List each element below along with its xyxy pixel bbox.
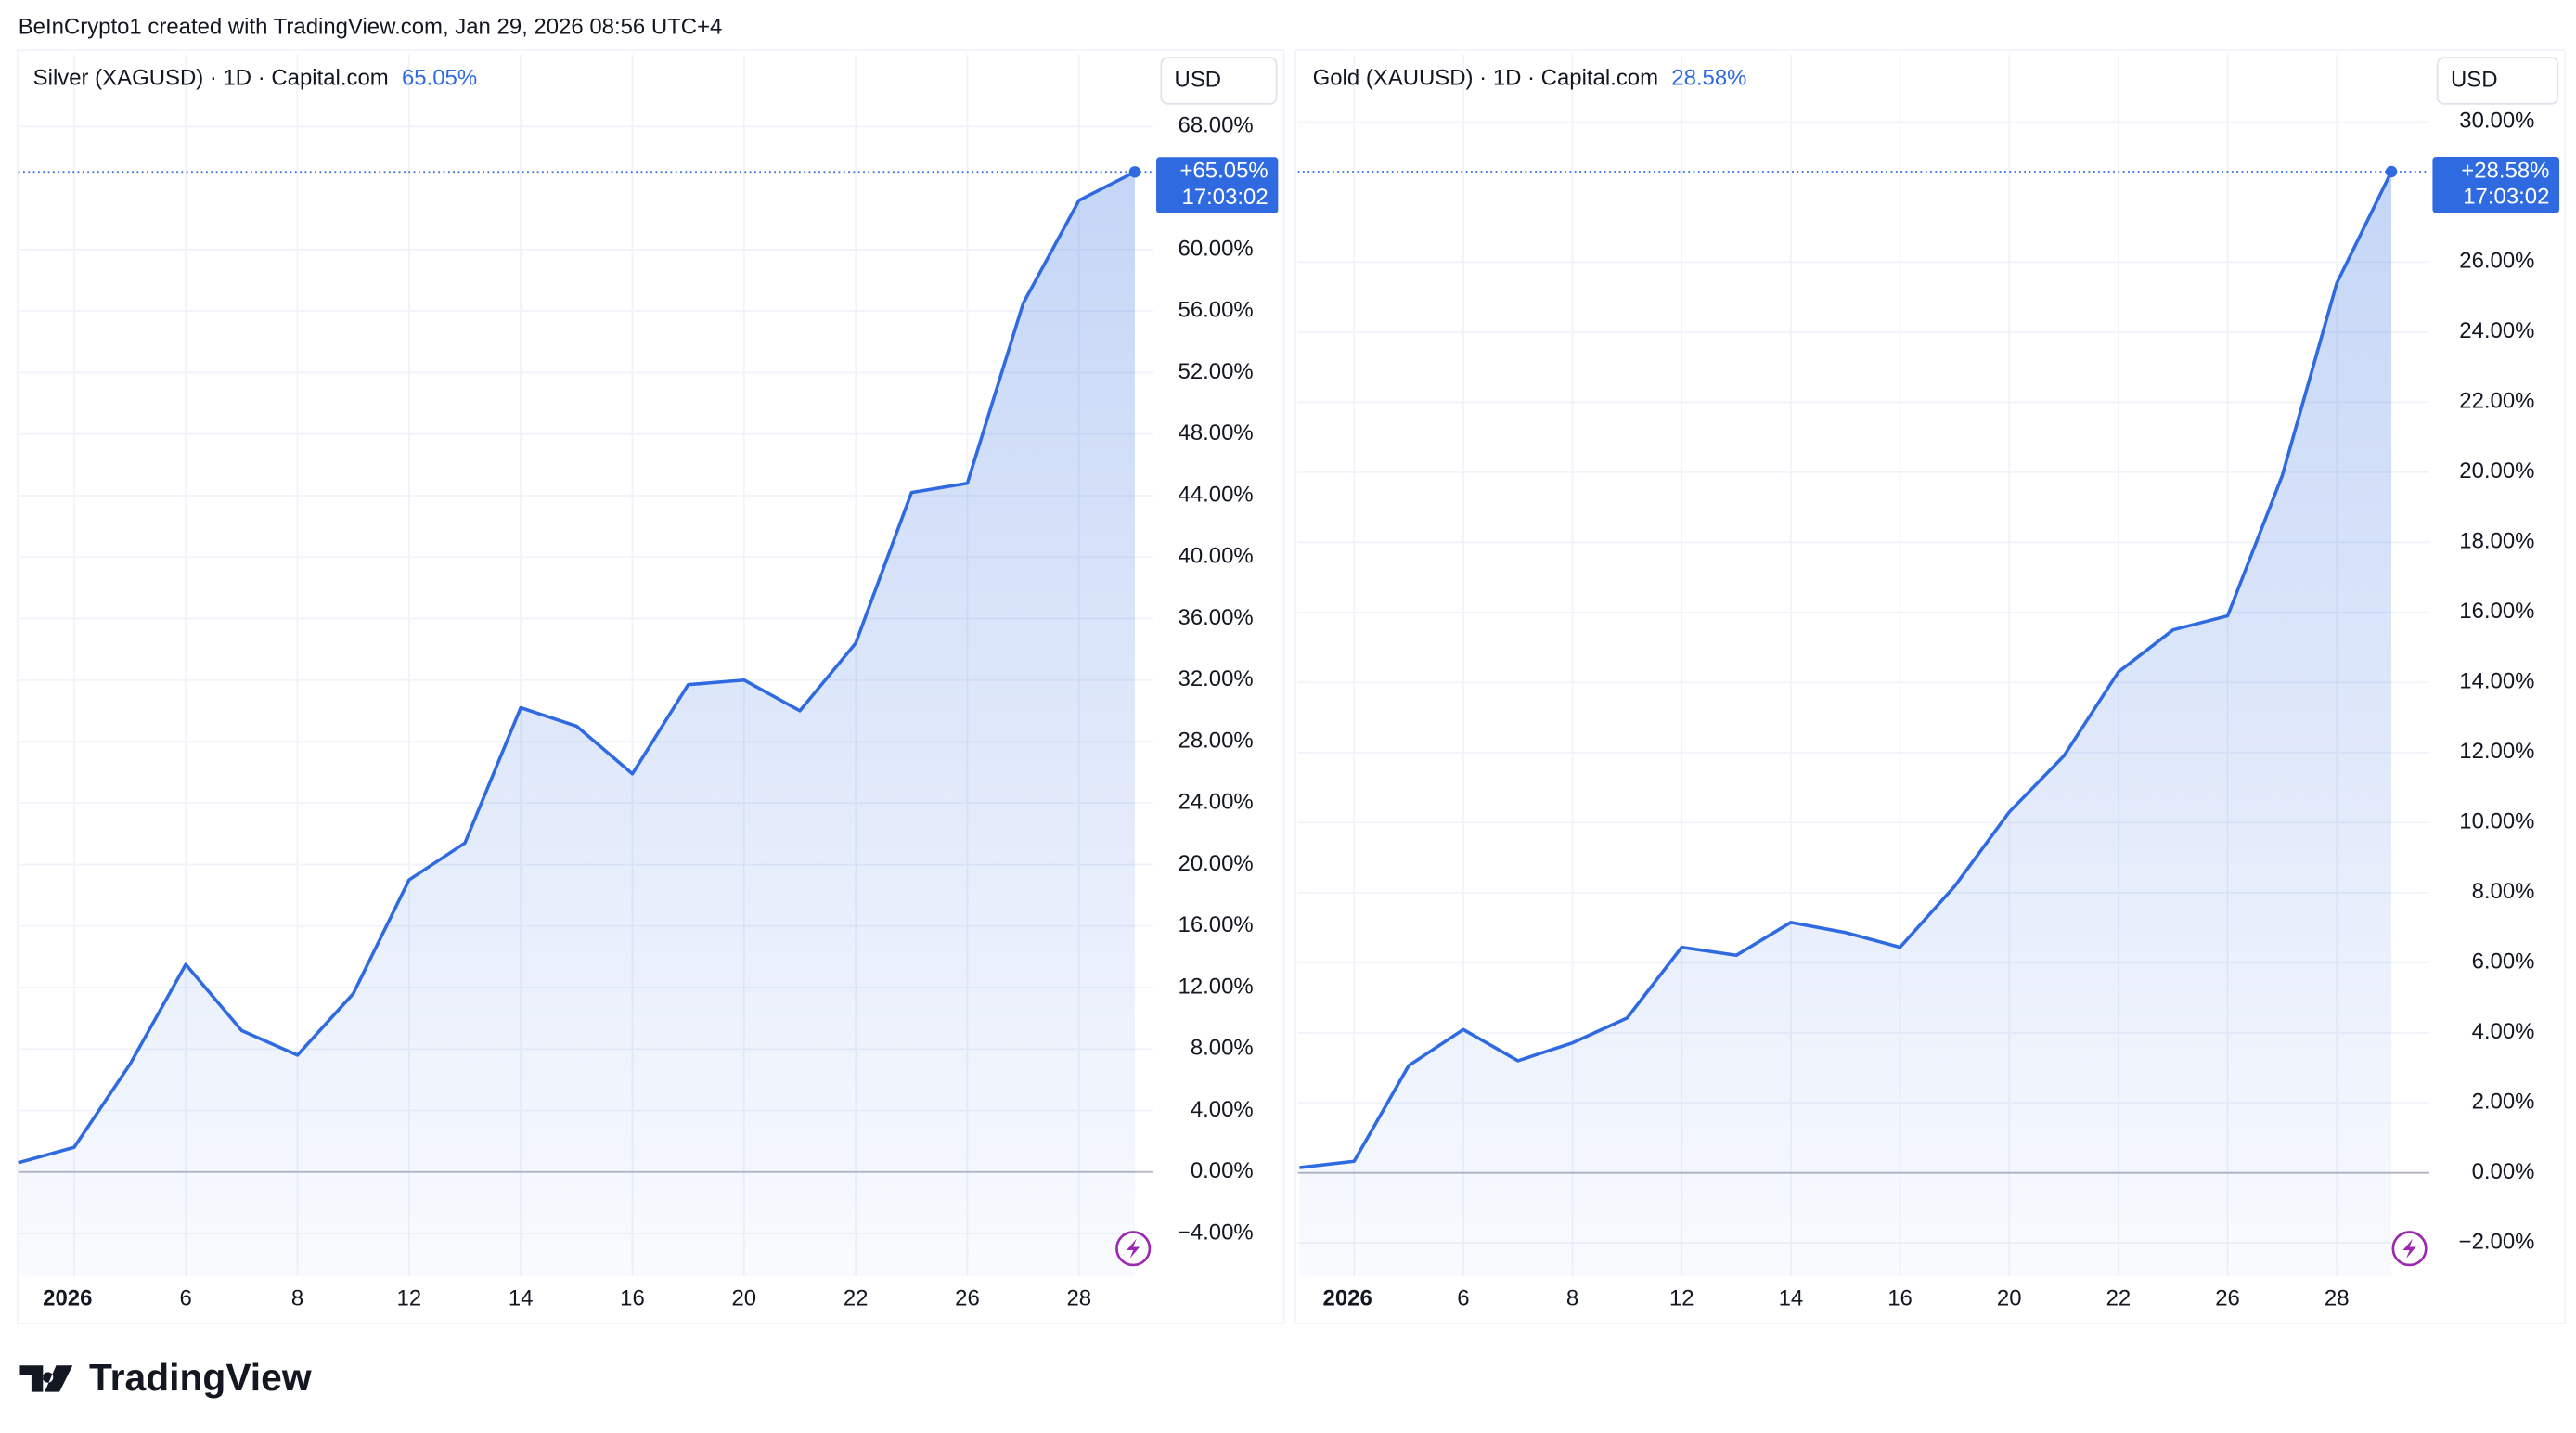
y-tick-label: −2.00% [2459, 1229, 2535, 1254]
y-tick-label: 0.00% [2472, 1159, 2535, 1184]
header: BeInCrypto1 created with TradingView.com… [19, 14, 723, 39]
price-label-box [2432, 157, 2560, 213]
price-label: +65.05% [1180, 159, 1269, 184]
x-tick-label: 16 [1887, 1286, 1913, 1311]
x-tick-label: 8 [1566, 1286, 1578, 1311]
y-tick-label: 28.00% [1179, 728, 1254, 753]
y-tick-label: 14.00% [2459, 669, 2534, 694]
x-tick-label: 22 [844, 1286, 869, 1311]
x-tick-label: 20 [731, 1286, 756, 1311]
currency-box [1160, 57, 1278, 105]
panel-border [1294, 49, 2567, 1324]
y-tick-label: 16.00% [1179, 912, 1254, 937]
panel-border [16, 49, 1285, 1324]
y-tick-label: 30.00% [2459, 109, 2534, 134]
y-tick-label: 4.00% [1191, 1097, 1254, 1122]
y-tick-label: 68.00% [1179, 113, 1254, 138]
area [1299, 172, 2392, 1277]
x-tick-label: 14 [509, 1286, 534, 1311]
x-tick-label: 6 [1457, 1286, 1469, 1311]
brand: TradingView [89, 1356, 312, 1399]
x-tick-label: 16 [620, 1286, 645, 1311]
y-tick-label: 44.00% [1179, 482, 1254, 507]
y-tick-label: 8.00% [1191, 1036, 1254, 1061]
currency-box [2436, 57, 2559, 105]
line [1299, 171, 2393, 1169]
currency: USD [1175, 67, 1222, 92]
y-tick-label: 18.00% [2459, 529, 2534, 554]
x-tick-label: 2026 [1323, 1286, 1372, 1311]
x-tick-label: 14 [1779, 1286, 1804, 1311]
price-label: +28.58% [2461, 158, 2549, 183]
x-tick-label: 22 [2106, 1286, 2132, 1311]
y-tick-label: 12.00% [2459, 739, 2534, 764]
x-tick-label: 12 [397, 1286, 422, 1311]
y-tick-label: 36.00% [1179, 605, 1254, 630]
last-point [1128, 166, 1141, 178]
last-point [2385, 165, 2398, 178]
y-tick-label: 2.00% [2472, 1090, 2535, 1115]
y-tick-label: 4.00% [2472, 1019, 2535, 1044]
y-tick-label: −4.00% [1178, 1220, 1254, 1245]
chart-title: Gold (XAUUSD) · 1D · Capital.com [1313, 66, 1658, 91]
y-tick-label: 32.00% [1179, 666, 1254, 691]
x-tick-label: 2026 [43, 1286, 92, 1311]
y-tick-label: 20.00% [2459, 458, 2534, 484]
x-tick-label: 28 [1066, 1286, 1091, 1311]
y-tick-label: 20.00% [1179, 851, 1254, 876]
countdown: 17:03:02 [1182, 185, 1269, 210]
y-tick-label: 56.00% [1179, 298, 1254, 323]
x-tick-label: 26 [955, 1286, 980, 1311]
y-tick-label: 26.00% [2459, 249, 2534, 274]
x-tick-label: 8 [291, 1286, 303, 1311]
x-tick-label: 20 [1997, 1286, 2022, 1311]
y-tick-label: 12.00% [1179, 974, 1254, 999]
price-label-box [1156, 157, 1279, 213]
x-tick-label: 6 [180, 1286, 192, 1311]
y-tick-label: 40.00% [1179, 544, 1254, 569]
y-tick-label: 24.00% [1179, 790, 1254, 815]
area [18, 172, 1135, 1277]
currency: USD [2451, 67, 2498, 92]
countdown: 17:03:02 [2463, 185, 2549, 210]
y-tick-label: 6.00% [2472, 949, 2535, 975]
y-tick-label: 60.00% [1179, 236, 1254, 261]
change-value: 65.05% [402, 66, 477, 91]
y-tick-label: 10.00% [2459, 809, 2534, 834]
brand-logo: TradingView [19, 1356, 312, 1399]
y-tick-label: 22.00% [2459, 389, 2534, 414]
line [18, 170, 1136, 1165]
x-tick-label: 12 [1669, 1286, 1694, 1311]
x-tick-label: 26 [2215, 1286, 2240, 1311]
y-tick-label: 48.00% [1179, 420, 1254, 445]
change-value: 28.58% [1671, 66, 1746, 91]
chart-title: Silver (XAGUSD) · 1D · Capital.com [33, 66, 389, 91]
y-tick-label: 52.00% [1179, 359, 1254, 384]
replay-icon-bolt [1127, 1238, 1140, 1259]
y-tick-label: 8.00% [2472, 879, 2535, 904]
replay-icon-bolt [2402, 1238, 2416, 1259]
y-tick-label: 24.00% [2459, 318, 2534, 343]
x-tick-label: 28 [2325, 1286, 2350, 1311]
y-tick-label: 0.00% [1191, 1158, 1254, 1183]
y-tick-label: 16.00% [2459, 599, 2534, 624]
